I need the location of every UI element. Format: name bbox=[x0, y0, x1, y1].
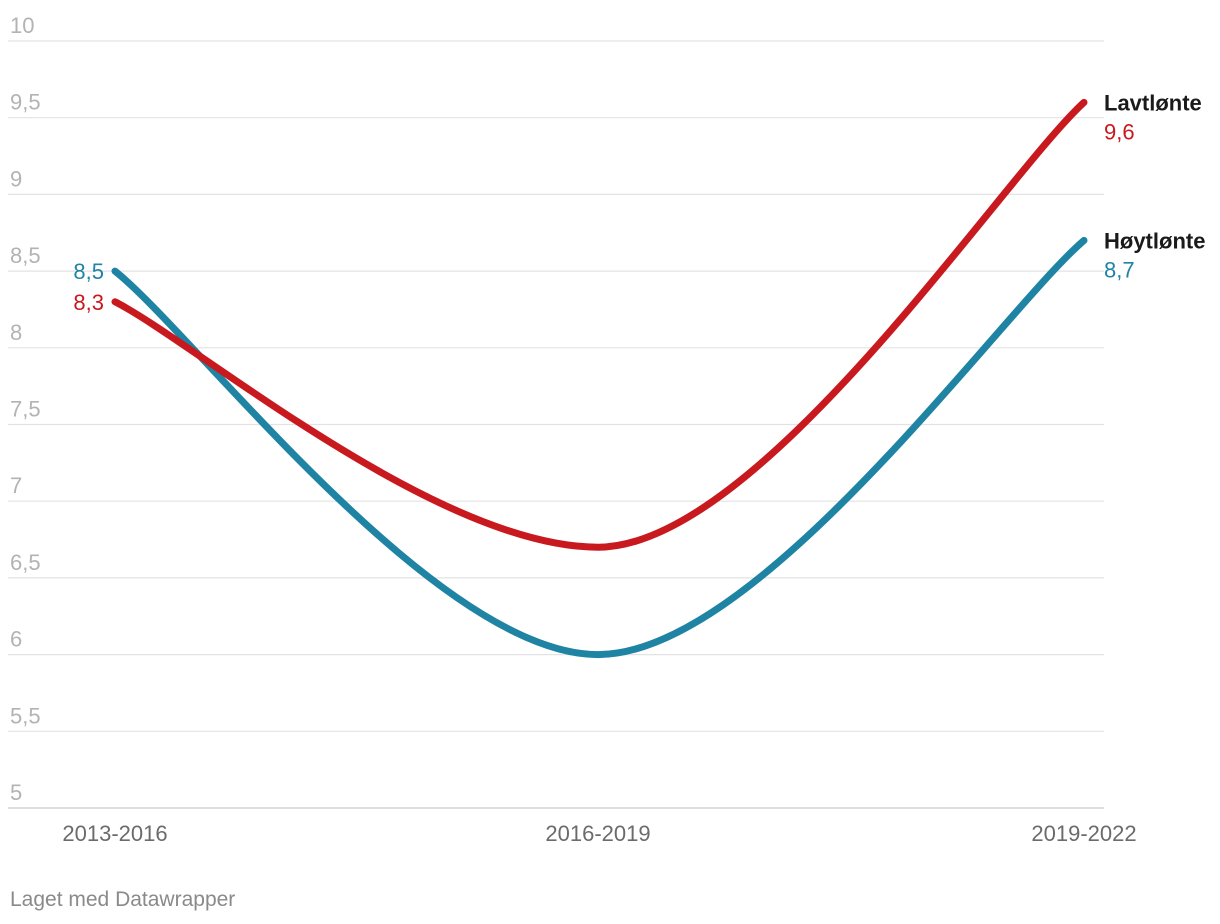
x-tick-label: 2013-2016 bbox=[62, 821, 167, 846]
y-tick-label: 7,5 bbox=[10, 397, 41, 422]
x-tick-label: 2016-2019 bbox=[545, 821, 650, 846]
y-tick-label: 7 bbox=[10, 473, 22, 498]
end-value-label-lavtlonte: 9,6 bbox=[1104, 119, 1135, 144]
y-tick-label: 6 bbox=[10, 627, 22, 652]
y-tick-label: 8,5 bbox=[10, 243, 41, 268]
series-name-label-hoytlonte: Høytlønte bbox=[1104, 228, 1205, 253]
gridlines bbox=[8, 40, 1104, 809]
end-value-label-hoytlonte: 8,7 bbox=[1104, 257, 1135, 282]
y-tick-label: 8 bbox=[10, 320, 22, 345]
x-axis-tick-labels: 2013-2016 2016-2019 2019-2022 bbox=[62, 821, 1136, 846]
y-tick-label: 5,5 bbox=[10, 703, 41, 728]
series-lines bbox=[111, 98, 1088, 659]
series-name-label-lavtlonte: Lavtlønte bbox=[1104, 90, 1202, 115]
y-axis-tick-labels: 5 5,5 6 6,5 7 7,5 8 8,5 9 9,5 10 bbox=[10, 13, 41, 805]
y-tick-label: 5 bbox=[10, 780, 22, 805]
series-value-labels: 8,3 Lavtlønte 9,6 8,5 Høytlønte 8,7 bbox=[73, 90, 1205, 314]
y-tick-label: 9,5 bbox=[10, 90, 41, 115]
start-value-label-hoytlonte: 8,5 bbox=[73, 259, 104, 284]
footer-credit: Laget med Datawrapper bbox=[10, 888, 236, 911]
y-tick-label: 9 bbox=[10, 166, 22, 191]
y-tick-label: 10 bbox=[10, 13, 34, 38]
series-line-lavtlonte bbox=[111, 98, 1088, 551]
start-value-label-lavtlonte: 8,3 bbox=[73, 290, 104, 315]
y-tick-label: 6,5 bbox=[10, 550, 41, 575]
x-tick-label: 2019-2022 bbox=[1031, 821, 1136, 846]
series-line-hoytlonte bbox=[111, 236, 1088, 659]
